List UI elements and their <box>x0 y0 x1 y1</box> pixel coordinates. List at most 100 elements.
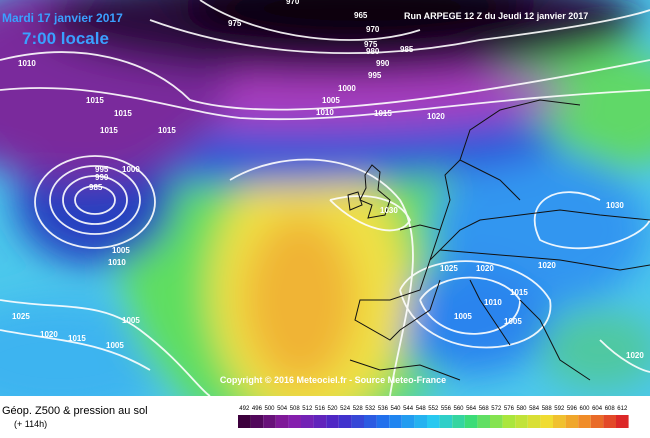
scale-swatch <box>590 415 604 428</box>
scale-label: 508 <box>290 406 301 412</box>
scale-label: 560 <box>453 406 464 412</box>
scale-label: 500 <box>264 406 275 412</box>
scale-label: 584 <box>529 406 540 412</box>
isobar-label: 1010 <box>108 258 126 267</box>
scale-swatch <box>502 415 516 428</box>
isobar-label: 1005 <box>122 316 140 325</box>
scale-swatch <box>250 415 264 428</box>
scale-label: 516 <box>315 406 326 412</box>
scale-label: 536 <box>378 406 389 412</box>
isobar-label: 1020 <box>476 264 494 273</box>
isobar-label: 1010 <box>18 59 36 68</box>
isobar-label: 985 <box>89 183 103 192</box>
isobar-label: 970 <box>286 0 300 6</box>
isobar-label: 1015 <box>158 126 176 135</box>
isobar-label: 975 <box>228 19 242 28</box>
scale-swatch <box>414 415 427 428</box>
isobar-label: 1025 <box>440 264 458 273</box>
forecast-time: 7:00 locale <box>22 29 109 48</box>
scale-swatch <box>527 415 541 428</box>
scale-swatch <box>603 415 616 428</box>
isobar-label: 1030 <box>606 201 624 210</box>
scale-swatch <box>313 415 327 428</box>
isobar-label: 1010 <box>316 108 334 117</box>
isobar-label: 990 <box>376 59 390 68</box>
scale-swatch <box>616 415 629 428</box>
isobar-label: 965 <box>354 11 368 20</box>
isobar-label: 1020 <box>626 351 644 360</box>
scale-label: 520 <box>327 406 338 412</box>
scale-label: 548 <box>416 406 427 412</box>
isobar-label: 1025 <box>12 312 30 321</box>
scale-label: 504 <box>277 406 288 412</box>
isobar-label: 1020 <box>40 330 58 339</box>
isobar-label: 975 <box>364 40 378 49</box>
scale-swatch <box>490 415 503 428</box>
isobar-label: 970 <box>366 25 380 34</box>
forecast-date: Mardi 17 janvier 2017 <box>2 11 123 25</box>
scale-swatch <box>389 415 402 428</box>
isobar-label: 1000 <box>338 84 356 93</box>
scale-label: 580 <box>516 406 527 412</box>
scale-label: 608 <box>605 406 616 412</box>
scale-label: 600 <box>579 406 590 412</box>
scale-label: 540 <box>390 406 401 412</box>
scale-swatch <box>565 415 579 428</box>
scale-swatch <box>364 415 377 428</box>
scale-swatch <box>439 415 453 428</box>
scale-swatch <box>553 415 566 428</box>
scale-label: 592 <box>554 406 565 412</box>
isobar-label: 1005 <box>106 341 124 350</box>
color-scale: 492 496 500 504 508 512 516 520 524 528 532 536 540 5… <box>238 406 629 428</box>
isobar-labels: 975 970 965 970 975 985 980 990 995 1000 1005 1010 1… <box>12 0 644 360</box>
isobar-label: 980 <box>366 47 380 56</box>
scale-label: 568 <box>479 406 490 412</box>
isobar-label: 1005 <box>454 312 472 321</box>
scale-label: 524 <box>340 406 351 412</box>
scale-label: 588 <box>542 406 553 412</box>
scale-label: 572 <box>491 406 502 412</box>
scale-swatch <box>338 415 352 428</box>
isobar-label: 1000 <box>122 165 140 174</box>
scale-swatch <box>401 415 415 428</box>
scale-swatch <box>376 415 390 428</box>
scale-swatch <box>263 415 276 428</box>
scale-swatch <box>477 415 490 428</box>
scale-swatch <box>427 415 440 428</box>
scale-swatch <box>578 415 591 428</box>
scale-swatch <box>326 415 339 428</box>
isobar-label: 1010 <box>484 298 502 307</box>
scale-label: 604 <box>592 406 603 412</box>
isobar-label: 1015 <box>374 109 392 118</box>
isobar-label: 985 <box>400 45 414 54</box>
scale-swatch <box>515 415 528 428</box>
isobar-label: 990 <box>95 173 109 182</box>
isobar-label: 1015 <box>68 334 86 343</box>
isobar-label: 1005 <box>504 317 522 326</box>
scale-label: 552 <box>428 406 439 412</box>
scale-swatch <box>288 415 301 428</box>
isobar-label: 1015 <box>100 126 118 135</box>
run-info: Run ARPEGE 12 Z du Jeudi 12 janvier 2017 <box>404 11 588 21</box>
isobar-label: 995 <box>368 71 382 80</box>
scale-label: 512 <box>302 406 313 412</box>
scale-label: 576 <box>504 406 515 412</box>
scale-label: 532 <box>365 406 376 412</box>
scale-swatch <box>238 415 251 428</box>
isobar-label: 1030 <box>380 206 398 215</box>
isobar-label: 1015 <box>114 109 132 118</box>
scale-label: 544 <box>403 406 414 412</box>
scale-label: 596 <box>567 406 578 412</box>
footer-lead: (+ 114h) <box>14 419 47 429</box>
copyright: Copyright © 2016 Meteociel.fr - Source M… <box>220 375 446 385</box>
isobar-label: 1020 <box>538 261 556 270</box>
scale-swatch <box>540 415 553 428</box>
scale-swatch <box>464 415 478 428</box>
isobar-label: 1015 <box>510 288 528 297</box>
scale-label: 612 <box>617 406 628 412</box>
scale-swatch <box>275 415 289 428</box>
scale-swatch <box>351 415 364 428</box>
footer-title: Géop. Z500 & pression au sol <box>2 405 148 417</box>
